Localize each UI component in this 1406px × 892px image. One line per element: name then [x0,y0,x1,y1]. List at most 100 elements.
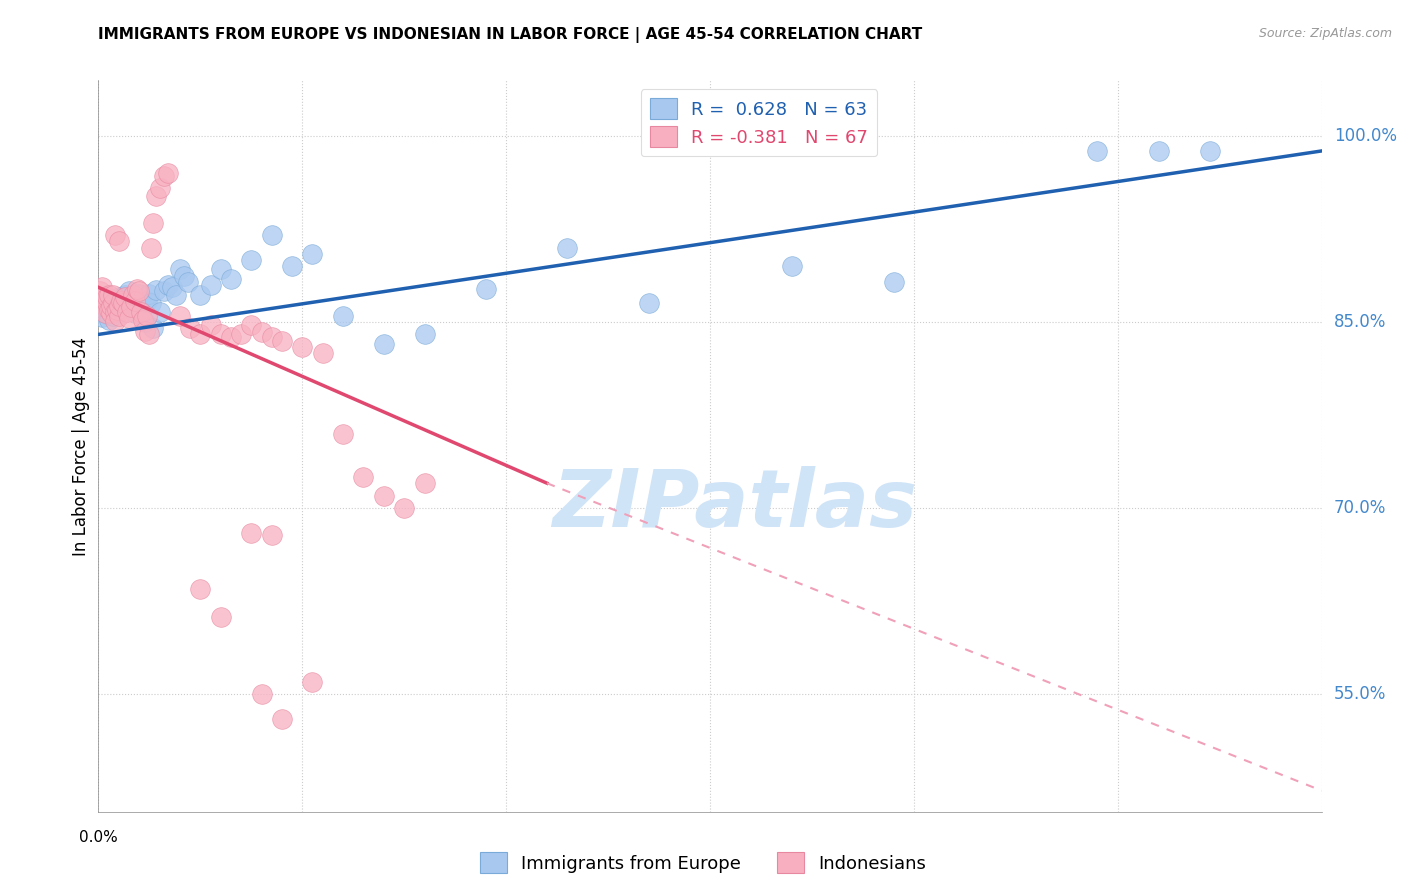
Point [1198,144,1220,158]
Point [219,330,242,344]
Point [281,259,304,273]
Point [188,582,212,596]
Point [97,308,120,322]
Point [114,287,136,301]
Point [120,293,142,307]
Point [141,296,163,310]
Point [177,276,200,290]
Point [101,287,124,301]
Point [100,305,122,319]
Point [160,280,183,294]
Point [108,290,131,304]
Point [128,286,150,301]
Point [780,259,803,273]
Point [91,305,114,319]
Point [138,286,160,301]
Text: 0.0%: 0.0% [79,830,118,845]
Point [124,293,146,308]
Text: 70.0%: 70.0% [1334,499,1386,517]
Point [91,280,114,294]
Point [152,169,174,183]
Point [883,276,905,290]
Y-axis label: In Labor Force | Age 45-54: In Labor Force | Age 45-54 [72,336,90,556]
Point [100,300,122,314]
Text: 100.0%: 100.0% [1334,127,1398,145]
Point [134,315,156,329]
Point [260,528,283,542]
Point [149,305,172,319]
Point [105,300,128,314]
Point [104,228,127,243]
Point [96,293,118,307]
Point [97,302,120,317]
Text: 55.0%: 55.0% [1334,685,1386,703]
Point [169,261,191,276]
Point [132,312,155,326]
Point [91,290,114,304]
Point [156,277,179,292]
Point [120,298,142,312]
Point [260,228,283,243]
Point [301,674,323,689]
Point [124,306,146,320]
Point [122,287,145,301]
Point [134,324,156,338]
Point [270,334,294,348]
Point [270,712,294,726]
Point [373,489,395,503]
Point [114,290,136,304]
Point [101,309,124,323]
Point [312,346,335,360]
Point [104,314,127,328]
Point [179,321,201,335]
Point [200,277,222,292]
Point [413,476,436,491]
Point [97,312,120,326]
Point [129,302,152,317]
Text: Source: ZipAtlas.com: Source: ZipAtlas.com [1258,27,1392,40]
Point [240,525,263,540]
Point [352,470,374,484]
Point [231,327,253,342]
Point [89,293,111,307]
Point [165,287,187,301]
Text: IMMIGRANTS FROM EUROPE VS INDONESIAN IN LABOR FORCE | AGE 45-54 CORRELATION CHAR: IMMIGRANTS FROM EUROPE VS INDONESIAN IN … [98,27,922,43]
Point [145,283,167,297]
Point [209,327,232,342]
Point [111,296,134,310]
Point [142,216,165,230]
Point [108,309,131,323]
Point [127,300,149,314]
Point [1085,144,1108,158]
Point [100,306,122,320]
Point [637,296,661,310]
Point [110,293,132,308]
Point [127,281,149,295]
Point [240,318,263,332]
Point [101,302,124,317]
Point [104,305,127,319]
Point [89,300,111,314]
Text: ZIPatlas: ZIPatlas [553,466,917,543]
Point [332,309,354,323]
Point [136,309,159,323]
Point [413,327,436,342]
Point [129,305,152,319]
Point [555,241,579,255]
Point [474,281,498,295]
Point [138,327,160,342]
Point [96,296,118,310]
Point [100,299,122,313]
Point [260,330,283,344]
Point [108,296,131,310]
Point [111,290,134,304]
Point [91,310,114,324]
Point [149,181,172,195]
Point [93,302,115,317]
Point [156,166,179,180]
Point [240,253,263,268]
Point [101,296,124,310]
Point [373,337,395,351]
Legend: Immigrants from Europe, Indonesians: Immigrants from Europe, Indonesians [474,847,932,879]
Point [105,302,128,317]
